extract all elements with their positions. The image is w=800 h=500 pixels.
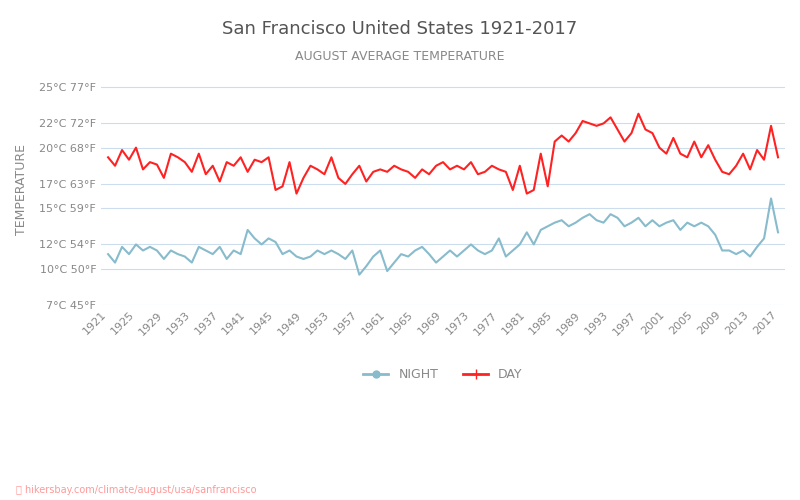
Text:  hikersbay.com/climate/august/usa/sanfrancisco:  hikersbay.com/climate/august/usa/sanfr… [16, 485, 257, 495]
Text: AUGUST AVERAGE TEMPERATURE: AUGUST AVERAGE TEMPERATURE [295, 50, 505, 63]
Text: San Francisco United States 1921-2017: San Francisco United States 1921-2017 [222, 20, 578, 38]
Legend: NIGHT, DAY: NIGHT, DAY [358, 363, 528, 386]
Y-axis label: TEMPERATURE: TEMPERATURE [15, 144, 28, 236]
